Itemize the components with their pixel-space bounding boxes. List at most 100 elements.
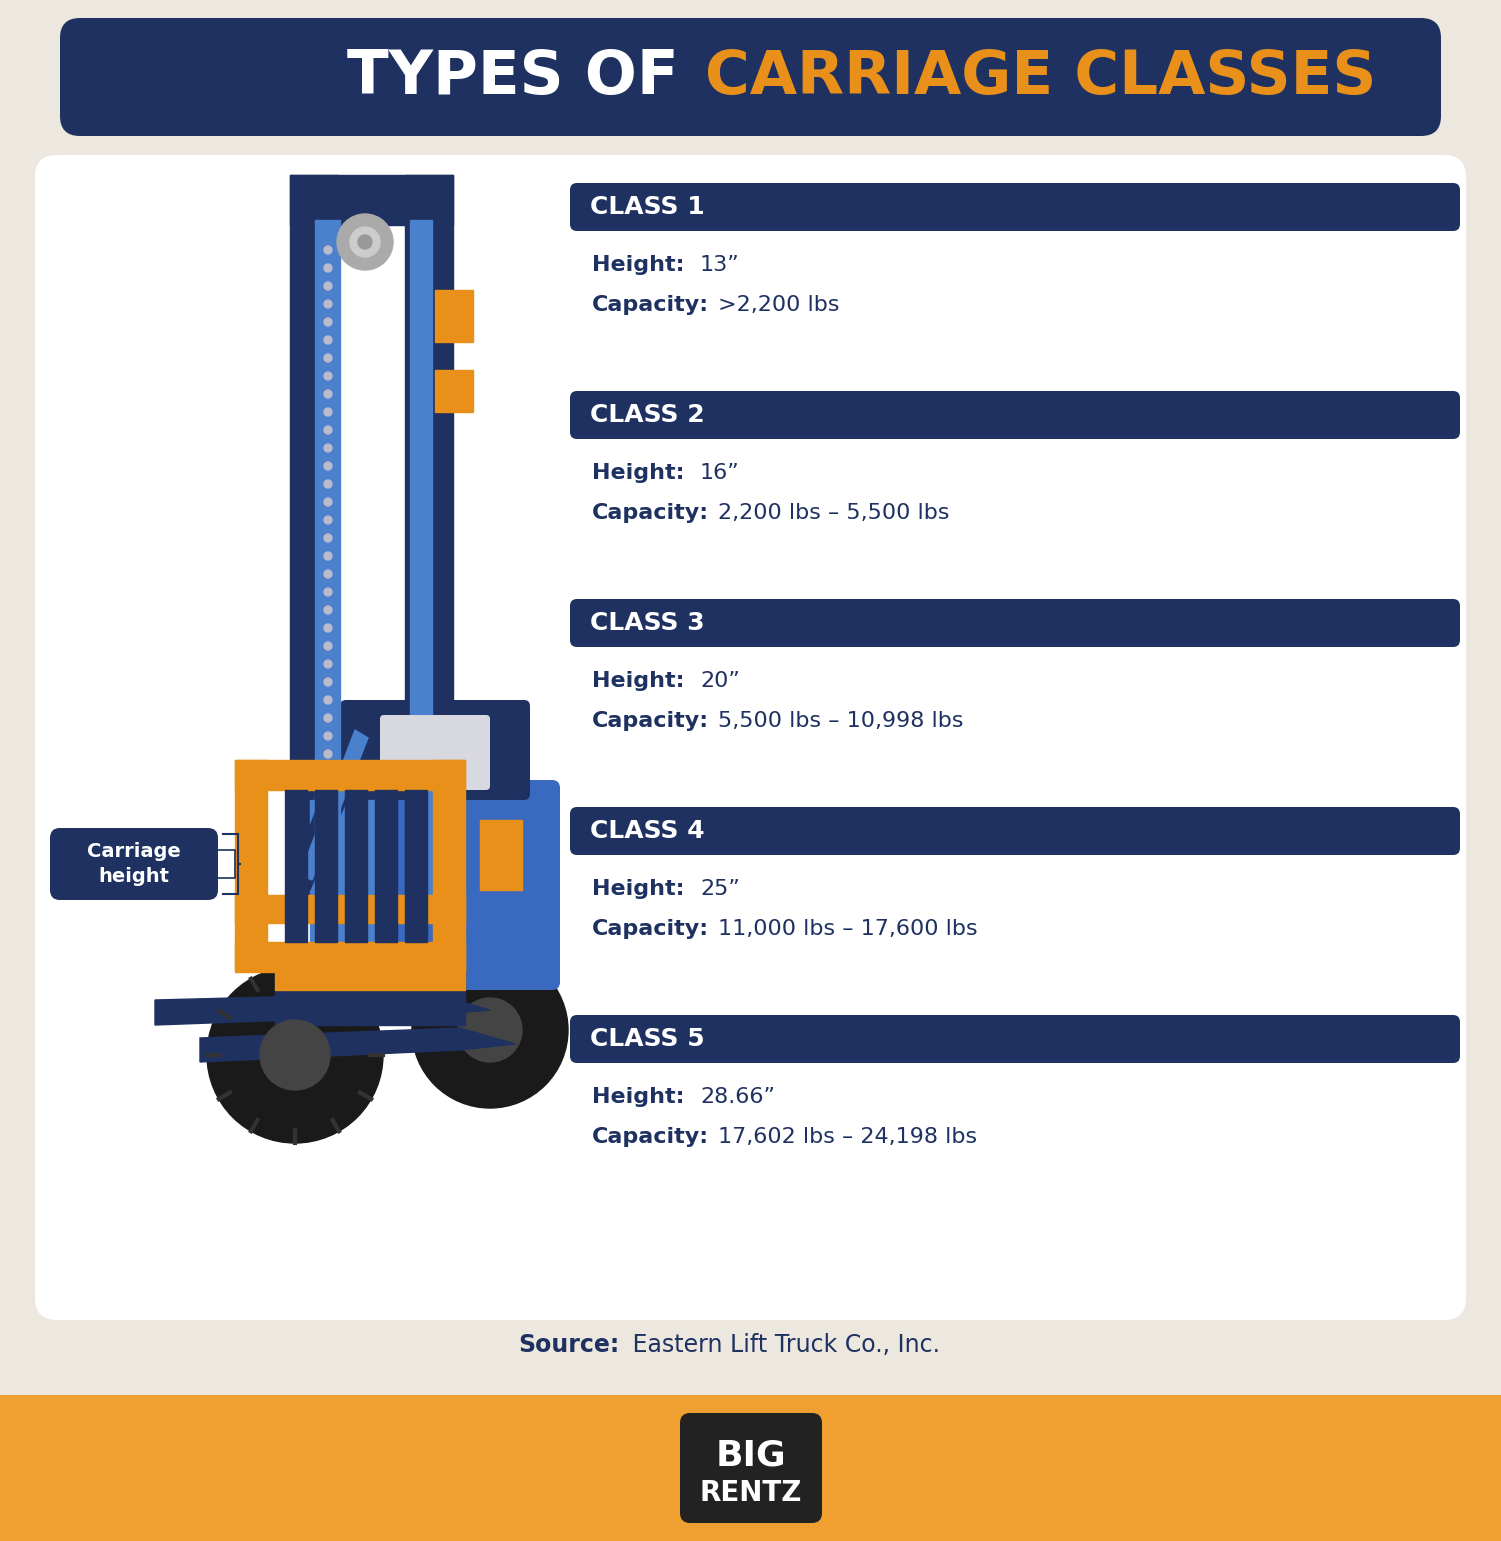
Bar: [315, 791, 338, 942]
Circle shape: [324, 821, 332, 831]
Polygon shape: [290, 720, 375, 891]
Circle shape: [324, 408, 332, 416]
Circle shape: [324, 660, 332, 667]
FancyBboxPatch shape: [35, 156, 1466, 1321]
Bar: [432, 760, 465, 969]
Circle shape: [324, 697, 332, 704]
Text: 2,200 lbs – 5,500 lbs: 2,200 lbs – 5,500 lbs: [717, 502, 950, 522]
Text: CLASS 3: CLASS 3: [590, 610, 704, 635]
FancyBboxPatch shape: [570, 183, 1460, 231]
Circle shape: [324, 552, 332, 559]
Circle shape: [324, 624, 332, 632]
Text: CLASS 4: CLASS 4: [590, 818, 704, 843]
Circle shape: [338, 214, 393, 270]
Circle shape: [324, 425, 332, 435]
Circle shape: [324, 390, 332, 398]
FancyBboxPatch shape: [380, 715, 489, 791]
Circle shape: [324, 444, 332, 452]
Bar: [435, 370, 473, 411]
Bar: [290, 176, 338, 895]
FancyBboxPatch shape: [311, 780, 560, 989]
Circle shape: [324, 371, 332, 381]
FancyBboxPatch shape: [60, 18, 1441, 136]
Circle shape: [350, 227, 380, 257]
Text: 16”: 16”: [699, 462, 740, 482]
Circle shape: [324, 336, 332, 344]
Bar: [315, 220, 341, 900]
Circle shape: [324, 804, 332, 812]
Bar: [236, 760, 267, 969]
Bar: [0, 1395, 1501, 1541]
Text: 11,000 lbs – 17,600 lbs: 11,000 lbs – 17,600 lbs: [717, 918, 977, 938]
Text: Height:: Height:: [591, 254, 684, 274]
Bar: [207, 851, 236, 878]
Text: 17,602 lbs – 24,198 lbs: 17,602 lbs – 24,198 lbs: [717, 1126, 977, 1147]
Circle shape: [324, 732, 332, 740]
Text: Capacity:: Capacity:: [591, 502, 708, 522]
Circle shape: [324, 282, 332, 290]
Text: Capacity:: Capacity:: [591, 918, 708, 938]
Circle shape: [324, 264, 332, 273]
Text: Height:: Height:: [591, 670, 684, 690]
Circle shape: [324, 516, 332, 524]
Bar: [480, 820, 522, 891]
Circle shape: [359, 234, 372, 250]
Text: Height:: Height:: [591, 878, 684, 898]
Text: Height:: Height:: [591, 462, 684, 482]
Text: Capacity:: Capacity:: [591, 710, 708, 730]
Circle shape: [324, 300, 332, 308]
Text: Capacity:: Capacity:: [591, 1126, 708, 1147]
Text: >2,200 lbs: >2,200 lbs: [717, 294, 839, 314]
FancyBboxPatch shape: [50, 828, 218, 900]
Bar: [405, 176, 453, 895]
Text: TYPES OF: TYPES OF: [347, 48, 699, 106]
Polygon shape: [200, 1028, 459, 1062]
Circle shape: [324, 462, 332, 470]
Text: 13”: 13”: [699, 254, 740, 274]
Circle shape: [324, 317, 332, 327]
Circle shape: [458, 999, 522, 1062]
Bar: [345, 791, 368, 942]
Bar: [236, 760, 465, 791]
Text: 25”: 25”: [699, 878, 740, 898]
FancyBboxPatch shape: [341, 700, 530, 800]
Polygon shape: [300, 730, 368, 880]
Text: 28.66”: 28.66”: [699, 1086, 775, 1106]
Text: CLASS 2: CLASS 2: [590, 404, 704, 427]
Text: Carriage
height: Carriage height: [87, 841, 182, 886]
Circle shape: [324, 606, 332, 613]
Circle shape: [324, 570, 332, 578]
FancyBboxPatch shape: [570, 391, 1460, 439]
Text: CLASS 5: CLASS 5: [590, 1026, 704, 1051]
Text: CARRIAGE CLASSES: CARRIAGE CLASSES: [705, 48, 1376, 106]
FancyBboxPatch shape: [680, 1413, 823, 1523]
Text: Source:: Source:: [519, 1333, 620, 1358]
Text: RENTZ: RENTZ: [699, 1479, 802, 1507]
Circle shape: [324, 479, 332, 488]
Text: 5,500 lbs – 10,998 lbs: 5,500 lbs – 10,998 lbs: [717, 710, 964, 730]
Bar: [410, 220, 432, 900]
Polygon shape: [459, 1028, 515, 1049]
Circle shape: [207, 968, 383, 1143]
Circle shape: [324, 643, 332, 650]
Circle shape: [411, 952, 567, 1108]
Bar: [285, 791, 308, 942]
Polygon shape: [155, 992, 429, 1025]
Bar: [375, 791, 396, 942]
Circle shape: [324, 498, 332, 505]
Polygon shape: [429, 992, 489, 1016]
Circle shape: [324, 535, 332, 542]
Text: BIG: BIG: [716, 1438, 787, 1472]
Circle shape: [324, 713, 332, 723]
Bar: [405, 791, 426, 942]
Circle shape: [324, 247, 332, 254]
Circle shape: [324, 786, 332, 794]
Text: CLASS 1: CLASS 1: [590, 196, 705, 219]
Circle shape: [324, 750, 332, 758]
Bar: [290, 176, 453, 225]
Text: Eastern Lift Truck Co., Inc.: Eastern Lift Truck Co., Inc.: [624, 1333, 940, 1358]
Circle shape: [324, 589, 332, 596]
Text: 20”: 20”: [699, 670, 740, 690]
Text: Capacity:: Capacity:: [591, 294, 708, 314]
FancyBboxPatch shape: [570, 807, 1460, 855]
